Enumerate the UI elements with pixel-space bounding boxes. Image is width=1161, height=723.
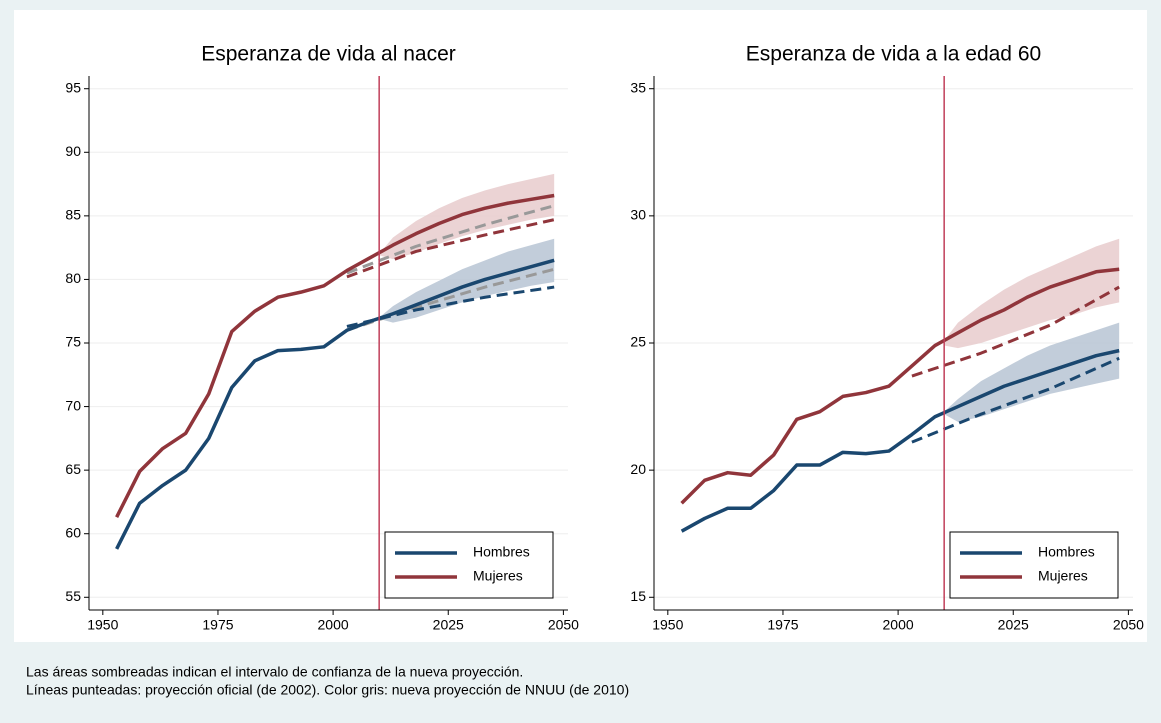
x-tick-label: 1950 [652,617,683,633]
y-tick-label: 30 [630,207,646,223]
line [115,258,555,550]
legend-box [384,531,554,599]
dashed-line [911,356,1120,444]
x-tick-label: 2050 [1113,617,1144,633]
x-tick-label: 2050 [548,617,579,633]
line [115,193,555,518]
x-tick-label: 2000 [318,617,349,633]
y-tick-label: 95 [65,79,81,95]
legend-label: Mujeres [473,568,523,584]
confidence-band [379,173,555,260]
y-tick-label: 60 [65,524,81,540]
y-tick-label: 85 [65,207,81,223]
chart-title: Esperanza de vida al nacer [201,43,456,66]
legend-box [949,531,1119,599]
legend-label: Mujeres [1038,568,1088,584]
dashed-line [346,204,555,275]
y-tick-label: 65 [65,461,81,477]
y-tick-label: 55 [65,588,81,604]
legend-label: Hombres [1038,544,1095,560]
x-tick-label: 2000 [883,617,914,633]
y-tick-label: 70 [65,397,81,413]
confidence-band [944,322,1120,422]
y-tick-label: 25 [630,334,646,350]
x-tick-label: 1975 [767,617,798,633]
legend-label: Hombres [473,544,530,560]
line [680,348,1120,533]
y-tick-label: 35 [630,79,646,95]
y-tick-label: 15 [630,588,646,604]
chart-title: Esperanza de vida a la edad 60 [746,43,1041,66]
x-tick-label: 1950 [87,617,118,633]
dashed-line [346,218,555,279]
y-tick-label: 75 [65,334,81,350]
line [680,267,1120,505]
dashed-line [911,285,1120,378]
x-tick-label: 1975 [202,617,233,633]
y-tick-label: 90 [65,143,81,159]
y-tick-label: 20 [630,461,646,477]
y-tick-label: 80 [65,270,81,286]
note: Las áreas sombreadas indican el interval… [26,664,523,680]
x-tick-label: 2025 [433,617,464,633]
note: Líneas punteadas: proyección oficial (de… [26,682,629,698]
x-tick-label: 2025 [998,617,1029,633]
